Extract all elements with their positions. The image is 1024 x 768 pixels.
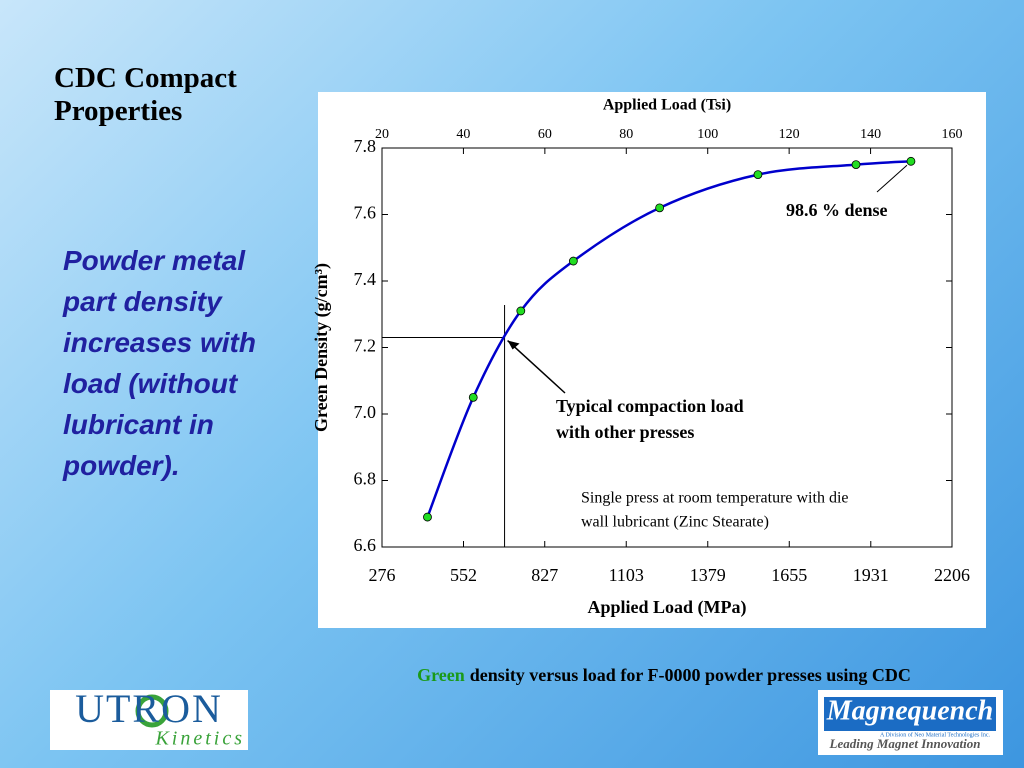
logo-name: Magnequench xyxy=(826,695,993,726)
arrowhead xyxy=(507,340,520,350)
x2-tick-label: 60 xyxy=(538,127,552,142)
x2-tick-label: 100 xyxy=(697,127,718,142)
x2-axis-label: Applied Load (Tsi) xyxy=(603,97,731,114)
x2-tick-label: 160 xyxy=(942,127,963,142)
caption-highlight: Green xyxy=(417,665,465,685)
y-tick-label: 7.2 xyxy=(354,336,377,356)
x2-tick-label: 80 xyxy=(619,127,633,142)
annotation-arrow xyxy=(876,164,908,193)
logo-name: UTRON xyxy=(75,686,223,731)
annotation: with other presses xyxy=(556,422,694,442)
x2-tick-label: 20 xyxy=(375,127,389,142)
x2-tick-label: 140 xyxy=(860,127,881,142)
y-tick-label: 6.8 xyxy=(354,469,377,489)
logo-sub: Kinetics xyxy=(154,728,245,750)
x-tick-label: 1103 xyxy=(609,565,644,585)
data-point xyxy=(568,256,578,266)
data-point xyxy=(753,170,763,180)
x-tick-label: 2206 xyxy=(934,565,970,585)
data-point xyxy=(516,306,526,316)
logo-tagline: Leading Magnet Innovation xyxy=(829,736,981,751)
annotation: Typical compaction load xyxy=(556,396,744,416)
x2-tick-label: 40 xyxy=(456,127,470,142)
y-tick-label: 7.4 xyxy=(354,269,377,289)
data-point xyxy=(655,203,665,213)
body-text: Powder metal part density increases with… xyxy=(63,245,256,481)
x-tick-label: 552 xyxy=(450,565,477,585)
logo-ring xyxy=(135,694,169,728)
annotation-arrow xyxy=(507,339,566,394)
x-tick-label: 1379 xyxy=(690,565,726,585)
caption: Green density versus load for F-0000 powd… xyxy=(417,665,911,685)
y-tick-label: 7.0 xyxy=(354,402,377,422)
x-tick-label: 276 xyxy=(369,565,396,585)
x-tick-label: 1655 xyxy=(771,565,807,585)
annotation: wall lubricant (Zinc Stearate) xyxy=(581,514,769,531)
x-axis-label: Applied Load (MPa) xyxy=(587,597,746,618)
logo-sub: A Division of Neo Material Technologies … xyxy=(880,731,990,738)
y-tick-label: 6.6 xyxy=(354,535,377,555)
slide-title: CDC Compact Properties xyxy=(54,62,237,127)
y-axis-label: Green Density (g/cm³) xyxy=(311,263,332,432)
data-point xyxy=(851,160,861,170)
logo-left-box xyxy=(50,690,248,750)
annotation: 98.6 % dense xyxy=(786,200,888,220)
caption-rest: density versus load for F-0000 powder pr… xyxy=(470,665,911,685)
y-tick-label: 7.6 xyxy=(354,203,377,223)
x2-tick-label: 120 xyxy=(779,127,800,142)
y-tick-label: 7.8 xyxy=(354,136,377,156)
logo-right-banner xyxy=(824,697,996,731)
data-point xyxy=(423,512,432,522)
x-tick-label: 1931 xyxy=(853,565,889,585)
x-tick-label: 827 xyxy=(531,565,558,585)
chart-panel xyxy=(318,92,986,628)
data-point xyxy=(468,392,478,402)
data-point xyxy=(906,156,916,166)
annotation: Single press at room temperature with di… xyxy=(581,490,848,507)
